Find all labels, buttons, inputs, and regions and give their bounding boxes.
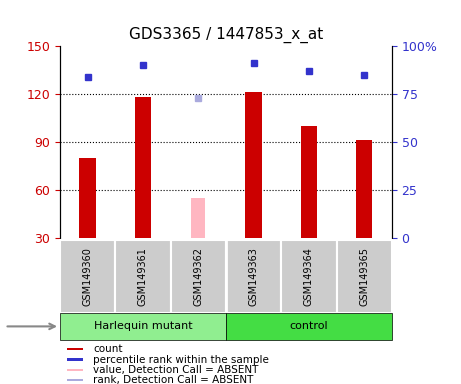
Text: GSM149363: GSM149363 <box>248 247 259 306</box>
Text: control: control <box>290 321 328 331</box>
Text: value, Detection Call = ABSENT: value, Detection Call = ABSENT <box>93 365 259 375</box>
Bar <box>337 240 392 313</box>
Bar <box>356 141 372 238</box>
Bar <box>191 198 205 238</box>
Text: GSM149361: GSM149361 <box>138 247 148 306</box>
Bar <box>226 313 392 340</box>
Text: GSM149360: GSM149360 <box>83 247 93 306</box>
Bar <box>135 97 151 238</box>
Text: percentile rank within the sample: percentile rank within the sample <box>93 354 269 364</box>
Bar <box>301 126 317 238</box>
Bar <box>245 93 262 238</box>
Title: GDS3365 / 1447853_x_at: GDS3365 / 1447853_x_at <box>129 27 323 43</box>
Bar <box>66 379 83 381</box>
Bar <box>66 348 83 351</box>
Text: GSM149362: GSM149362 <box>193 247 203 306</box>
Text: GSM149365: GSM149365 <box>359 247 369 306</box>
Bar <box>60 240 115 313</box>
Text: count: count <box>93 344 123 354</box>
Text: Harlequin mutant: Harlequin mutant <box>94 321 192 331</box>
Bar <box>115 240 171 313</box>
Bar <box>79 158 96 238</box>
Bar <box>60 313 226 340</box>
Bar <box>226 240 281 313</box>
Text: rank, Detection Call = ABSENT: rank, Detection Call = ABSENT <box>93 375 254 384</box>
Bar <box>66 369 83 371</box>
Bar <box>281 240 337 313</box>
Text: GSM149364: GSM149364 <box>304 247 314 306</box>
Bar <box>171 240 226 313</box>
Bar <box>66 358 83 361</box>
